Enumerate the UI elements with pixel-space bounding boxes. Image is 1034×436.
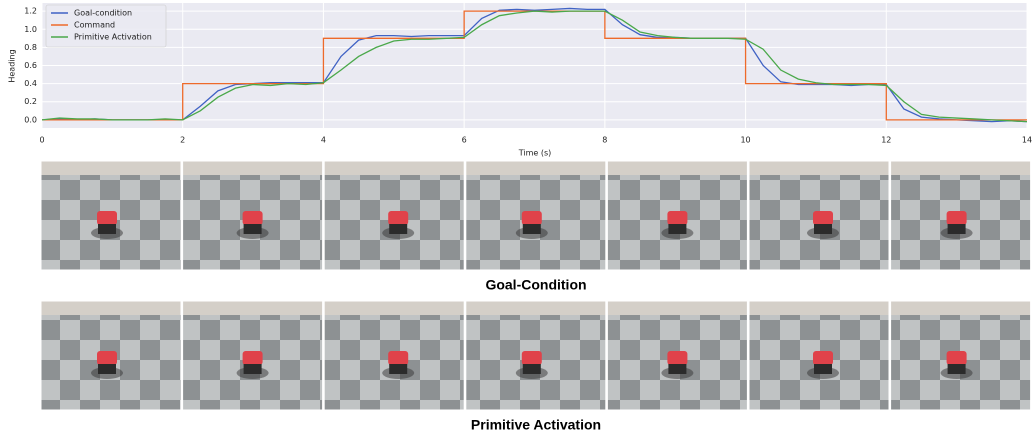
- sim-frame: [40, 300, 182, 411]
- frame-border: [323, 160, 465, 271]
- frame-border: [890, 160, 1032, 271]
- row-caption: Primitive Activation: [471, 417, 601, 433]
- frame-sky: [465, 161, 606, 175]
- sim-frame: [182, 160, 324, 271]
- series-line: [42, 10, 1027, 123]
- legend-label: Primitive Activation: [74, 33, 152, 42]
- legend-box: [45, 4, 167, 48]
- sim-frame: [323, 300, 465, 411]
- robot-body: [242, 211, 263, 225]
- y-tick-label: 1.2: [24, 7, 37, 16]
- x-tick-label: 12: [881, 136, 891, 145]
- frame-border: [465, 300, 607, 411]
- row-caption: Goal-Condition: [485, 277, 586, 293]
- frame-sky: [182, 301, 323, 315]
- robot-body: [946, 351, 967, 365]
- robot-legs: [668, 224, 687, 234]
- frame-sky: [607, 301, 748, 315]
- x-tick-label: 8: [602, 136, 607, 145]
- sim-frame: [748, 300, 890, 411]
- frame-sky: [749, 301, 889, 315]
- legend-label: Goal-condition: [74, 9, 132, 18]
- frame-sky: [465, 301, 606, 315]
- x-tick-label: 0: [39, 136, 44, 145]
- y-tick-label: 0.6: [24, 61, 37, 70]
- robot-body: [97, 211, 117, 225]
- sim-frame: [606, 300, 748, 411]
- sim-frame: [465, 300, 607, 411]
- robot-legs: [243, 224, 262, 234]
- frame-border: [606, 300, 748, 411]
- robot-body: [667, 351, 688, 365]
- robot-legs: [947, 364, 966, 374]
- robot-legs: [389, 224, 408, 234]
- robot-legs: [668, 364, 687, 374]
- y-tick-label: 1.0: [24, 25, 37, 34]
- sim-frame: [890, 300, 1032, 411]
- frame-sky: [324, 301, 465, 315]
- sim-frame: [748, 160, 890, 271]
- frame-sky: [41, 301, 181, 315]
- x-tick-label: 2: [180, 136, 185, 145]
- robot-body: [813, 351, 833, 365]
- y-tick-label: 0.4: [24, 79, 37, 88]
- robot-body: [667, 211, 688, 225]
- robot-legs: [814, 224, 832, 234]
- x-tick-label: 14: [1022, 136, 1032, 145]
- frame-border: [890, 300, 1032, 411]
- frame-border: [323, 300, 465, 411]
- frame-sky: [607, 161, 748, 175]
- robot-legs: [243, 364, 262, 374]
- x-tick-label: 4: [321, 136, 326, 145]
- x-tick-label: 10: [740, 136, 750, 145]
- y-tick-label: 0.2: [24, 97, 37, 106]
- sim-frame: [465, 160, 607, 271]
- frame-border: [40, 300, 182, 411]
- frame-border: [748, 300, 890, 411]
- frame-border: [182, 300, 324, 411]
- x-axis-label: Time (s): [518, 149, 552, 158]
- frame-sky: [749, 161, 889, 175]
- frame-sky: [41, 161, 181, 175]
- frame-border: [40, 160, 182, 271]
- frame-sky: [890, 301, 1031, 315]
- frame-sky: [890, 161, 1031, 175]
- robot-legs: [389, 364, 408, 374]
- robot-legs: [522, 224, 541, 234]
- robot-body: [97, 351, 117, 365]
- robot-body: [521, 351, 542, 365]
- legend-label: Command: [74, 21, 115, 30]
- robot-body: [946, 211, 967, 225]
- x-tick-label: 6: [462, 136, 467, 145]
- frame-border: [748, 160, 890, 271]
- robot-body: [813, 211, 833, 225]
- sim-frame: [182, 300, 324, 411]
- robot-body: [388, 211, 409, 225]
- sim-frame: [323, 160, 465, 271]
- sim-frame: [890, 160, 1032, 271]
- robot-legs: [98, 364, 116, 374]
- frame-border: [182, 160, 324, 271]
- robot-legs: [98, 224, 116, 234]
- robot-legs: [522, 364, 541, 374]
- frame-border: [465, 160, 607, 271]
- y-tick-label: 0.8: [24, 43, 37, 52]
- sim-frame: [40, 160, 182, 271]
- robot-body: [521, 211, 542, 225]
- frame-border: [606, 160, 748, 271]
- y-axis-label: Heading: [8, 49, 17, 82]
- robot-legs: [947, 224, 966, 234]
- robot-body: [242, 351, 263, 365]
- robot-legs: [814, 364, 832, 374]
- frame-sky: [182, 161, 323, 175]
- frame-sky: [324, 161, 465, 175]
- robot-body: [388, 351, 409, 365]
- sim-frame: [606, 160, 748, 271]
- y-tick-label: 0.0: [24, 115, 37, 124]
